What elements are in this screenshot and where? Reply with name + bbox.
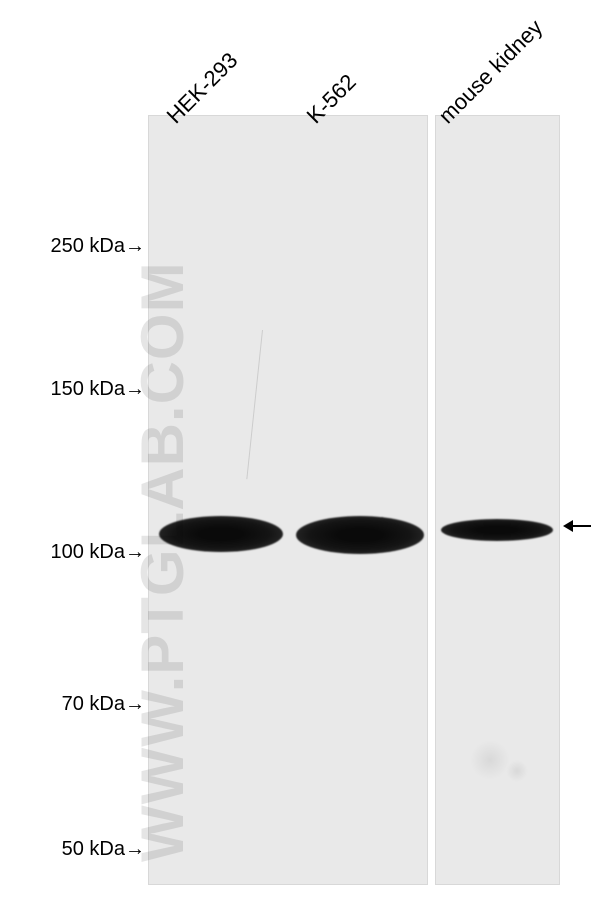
mw-marker-70: 70 kDa→ — [62, 693, 145, 716]
band-pointer-arrow — [563, 520, 591, 532]
mw-marker-250: 250 kDa→ — [51, 235, 146, 258]
lane-label-mouse-kidney: mouse kidney — [434, 15, 548, 129]
artifact-smudge — [506, 760, 528, 782]
arrow-left-icon — [563, 520, 573, 532]
blot-canvas: WWW.PTGLAB.COM 250 kDa→ 150 kDa→ 100 kDa… — [0, 0, 600, 903]
mw-marker-100: 100 kDa→ — [51, 541, 146, 564]
band-mouse-kidney — [441, 519, 553, 541]
artifact-smudge — [470, 740, 510, 780]
band-hek293 — [159, 516, 283, 552]
mw-marker-150: 150 kDa→ — [51, 378, 146, 401]
arrow-line — [573, 525, 591, 527]
mw-marker-50: 50 kDa→ — [62, 838, 145, 861]
band-k562 — [296, 516, 424, 554]
membrane-panel-left — [148, 115, 428, 885]
